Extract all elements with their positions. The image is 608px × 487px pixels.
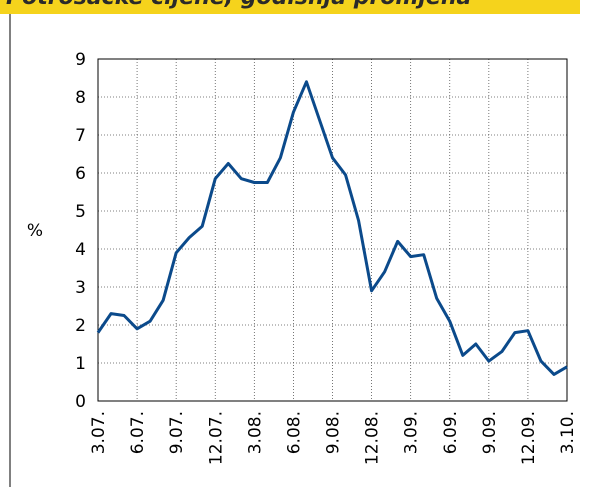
- y-tick-label: 4: [75, 240, 86, 260]
- x-tick-label: 6.08.: [284, 411, 304, 454]
- y-tick-label: 2: [75, 316, 86, 336]
- x-tick-label: 12.08.: [363, 411, 383, 465]
- x-tick-label: 3.10.: [558, 411, 578, 454]
- y-axis-label: %: [27, 221, 43, 241]
- x-tick-label: 9.08.: [324, 411, 344, 454]
- chart-title: Potrošačke cijene, godišnja promjena: [6, 0, 471, 10]
- y-tick-label: 1: [75, 354, 86, 374]
- data-line: [96, 80, 568, 376]
- x-tick-label: 12.07.: [206, 411, 226, 465]
- y-tick-label: 8: [75, 88, 86, 108]
- title-band: [0, 0, 580, 14]
- x-tick-label: 6.07.: [128, 411, 148, 454]
- y-tick-label: 0: [75, 392, 86, 412]
- y-tick-label: 9: [75, 50, 86, 70]
- y-tick-label: 7: [75, 126, 86, 146]
- y-tick-label: 3: [75, 278, 86, 298]
- y-tick-label: 6: [75, 164, 86, 184]
- x-tick-label: 3.08.: [245, 411, 265, 454]
- x-tick-label: 6.09.: [441, 411, 461, 454]
- x-tick-label: 9.09.: [480, 411, 500, 454]
- plot-frame: [97, 58, 568, 402]
- x-tick-label: 12.09.: [519, 411, 539, 465]
- y-tick-label: 5: [75, 202, 86, 222]
- x-tick-label: 9.07.: [167, 411, 187, 454]
- x-tick-label: 3.07.: [89, 411, 109, 454]
- x-tick-label: 3.09.: [402, 411, 422, 454]
